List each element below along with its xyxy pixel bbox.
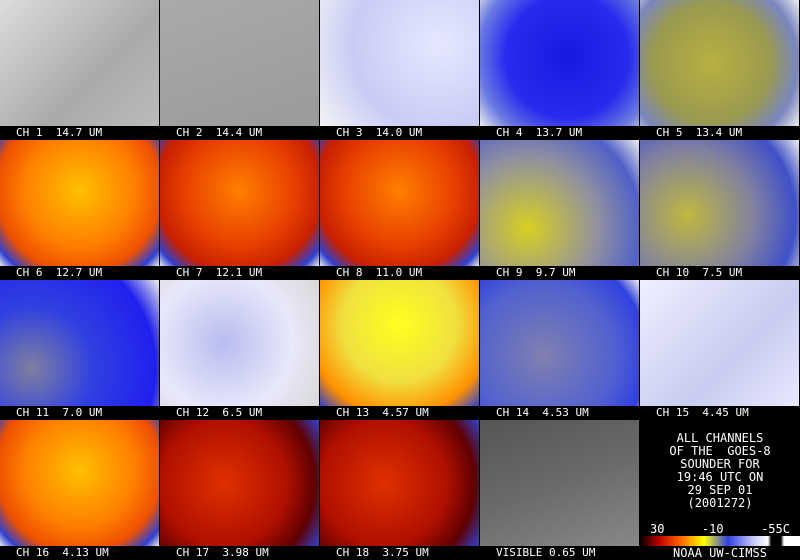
- satellite-image: [0, 0, 159, 126]
- caption: ALL CHANNELS OF THE GOES-8 SOUNDER FOR 19:4…: [640, 420, 800, 560]
- satellite-image: [640, 280, 799, 406]
- panel: CH 5 13.4 UM: [640, 0, 800, 140]
- satellite-image: [0, 140, 159, 266]
- panel-label: CH 10 7.5 UM: [656, 266, 743, 279]
- satellite-image: [640, 140, 799, 266]
- panel-label: CH 17 3.98 UM: [176, 546, 269, 559]
- panel: CH 9 9.7 UM: [480, 140, 640, 280]
- satellite-image: [160, 280, 319, 406]
- satellite-image: [320, 0, 479, 126]
- panel: CH 12 6.5 UM: [160, 280, 320, 420]
- panel: CH 17 3.98 UM: [160, 420, 320, 560]
- panel: CH 16 4.13 UM: [0, 420, 160, 560]
- scale-label: 30: [650, 522, 665, 536]
- panel-label: CH 16 4.13 UM: [16, 546, 109, 559]
- panel: CH 6 12.7 UM: [0, 140, 160, 280]
- panel-label: CH 7 12.1 UM: [176, 266, 263, 279]
- color-bar: [640, 536, 800, 546]
- panel-label: CH 18 3.75 UM: [336, 546, 429, 559]
- panel-label: CH 15 4.45 UM: [656, 406, 749, 419]
- caption-line: (2001272): [687, 496, 753, 510]
- credit: NOAA UW-CIMSS: [673, 546, 767, 560]
- satellite-image: [480, 280, 639, 406]
- panel-label: CH 3 14.0 UM: [336, 126, 423, 139]
- panel-label: CH 11 7.0 UM: [16, 406, 103, 419]
- panel-label: CH 1 14.7 UM: [16, 126, 103, 139]
- panel-label: CH 9 9.7 UM: [496, 266, 576, 279]
- satellite-image: [480, 0, 639, 126]
- satellite-image: [160, 420, 319, 546]
- panel-label: CH 13 4.57 UM: [336, 406, 429, 419]
- panel: CH 8 11.0 UM: [320, 140, 480, 280]
- panel: CH 7 12.1 UM: [160, 140, 320, 280]
- panel-label: CH 8 11.0 UM: [336, 266, 423, 279]
- panel: CH 2 14.4 UM: [160, 0, 320, 140]
- caption-line: OF THE GOES-8: [669, 444, 771, 458]
- satellite-image: [160, 0, 319, 126]
- panel: CH 1 14.7 UM: [0, 0, 160, 140]
- panel-label: CH 4 13.7 UM: [496, 126, 583, 139]
- panel: CH 10 7.5 UM: [640, 140, 800, 280]
- panel: CH 13 4.57 UM: [320, 280, 480, 420]
- satellite-image: [480, 140, 639, 266]
- satellite-image: [0, 420, 159, 546]
- satellite-image: [320, 280, 479, 406]
- caption-line: 29 SEP 01: [687, 483, 753, 497]
- panel-label: CH 6 12.7 UM: [16, 266, 103, 279]
- panel: CH 14 4.53 UM: [480, 280, 640, 420]
- panel-label: CH 5 13.4 UM: [656, 126, 743, 139]
- satellite-image: [320, 140, 479, 266]
- caption-line: SOUNDER FOR: [680, 457, 760, 471]
- panel: CH 3 14.0 UM: [320, 0, 480, 140]
- satellite-image: [480, 420, 639, 546]
- panel-label: CH 14 4.53 UM: [496, 406, 589, 419]
- scale-label: -55C: [761, 522, 790, 536]
- panel-label: CH 12 6.5 UM: [176, 406, 263, 419]
- satellite-image: [640, 0, 799, 126]
- panel-label: VISIBLE 0.65 UM: [496, 546, 596, 559]
- panel: CH 11 7.0 UM: [0, 280, 160, 420]
- scale-label: -10: [701, 522, 724, 536]
- panel-label: CH 2 14.4 UM: [176, 126, 263, 139]
- caption-text: ALL CHANNELS OF THE GOES-8 SOUNDER FOR 19:4…: [640, 420, 800, 510]
- panel: CH 4 13.7 UM: [480, 0, 640, 140]
- panel: VISIBLE 0.65 UM: [480, 420, 640, 560]
- panel: CH 15 4.45 UM: [640, 280, 800, 420]
- satellite-image: [160, 140, 319, 266]
- panel: CH 18 3.75 UM: [320, 420, 480, 560]
- caption-line: ALL CHANNELS: [676, 431, 764, 445]
- caption-line: 19:46 UTC ON: [676, 470, 764, 484]
- scale-labels: 30 -10 -55C: [650, 522, 790, 536]
- satellite-image: [320, 420, 479, 546]
- satellite-image: [0, 280, 159, 406]
